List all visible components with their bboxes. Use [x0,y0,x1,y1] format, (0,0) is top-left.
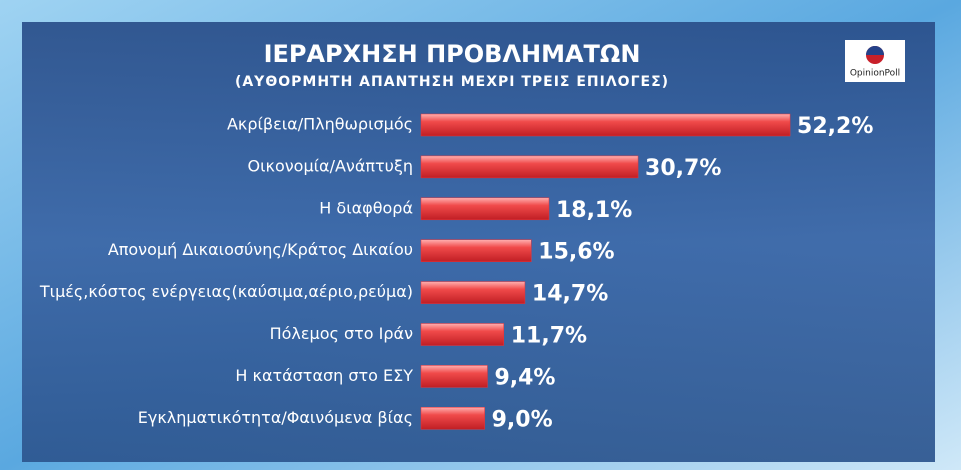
value-label: 30,7% [645,156,721,181]
category-label: Εγκληματικότητα/Φαινόμενα βίας [138,408,413,427]
category-label: Πόλεμος στο Ιράν [270,324,413,343]
logo: OpinionPoll [845,40,905,82]
bar [420,365,488,388]
logo-text: OpinionPoll [850,69,900,79]
category-label: Η διαφθορά [319,198,413,217]
bar [420,323,504,346]
value-label: 52,2% [797,114,873,139]
bar [420,197,550,221]
logo-half [866,46,884,55]
value-label: 9,4% [494,365,555,390]
value-label: 14,7% [532,282,608,307]
category-label: Τιμές,κόστος ενέργειας(καύσιμα,αέριο,ρεύ… [39,282,413,301]
bar [420,281,526,304]
value-label: 9,0% [492,407,553,432]
category-label: Η κατάσταση στο ΕΣΥ [235,366,413,385]
chart-subtitle: (ΑΥΘΟΡΜΗΤΗ ΑΠΑΝΤΗΣΗ ΜΕΧΡΙ ΤΡΕΙΣ ΕΠΙΛΟΓΕΣ… [235,74,669,90]
value-label: 11,7% [511,324,587,349]
chart-title: ΙΕΡΑΡΧΗΣΗ ΠΡΟΒΛΗΜΑΤΩΝ [264,40,641,68]
category-label: Ακρίβεια/Πληθωρισμός [227,115,413,134]
category-label: Οικονομία/Ανάπτυξη [248,156,414,175]
value-label: 18,1% [556,198,632,223]
bar [420,239,532,262]
bar [420,407,485,430]
bar [420,155,639,179]
value-label: 15,6% [538,240,614,265]
category-label: Απονομή Δικαιοσύνης/Κράτος Δικαίου [108,240,413,259]
bar [420,113,791,137]
